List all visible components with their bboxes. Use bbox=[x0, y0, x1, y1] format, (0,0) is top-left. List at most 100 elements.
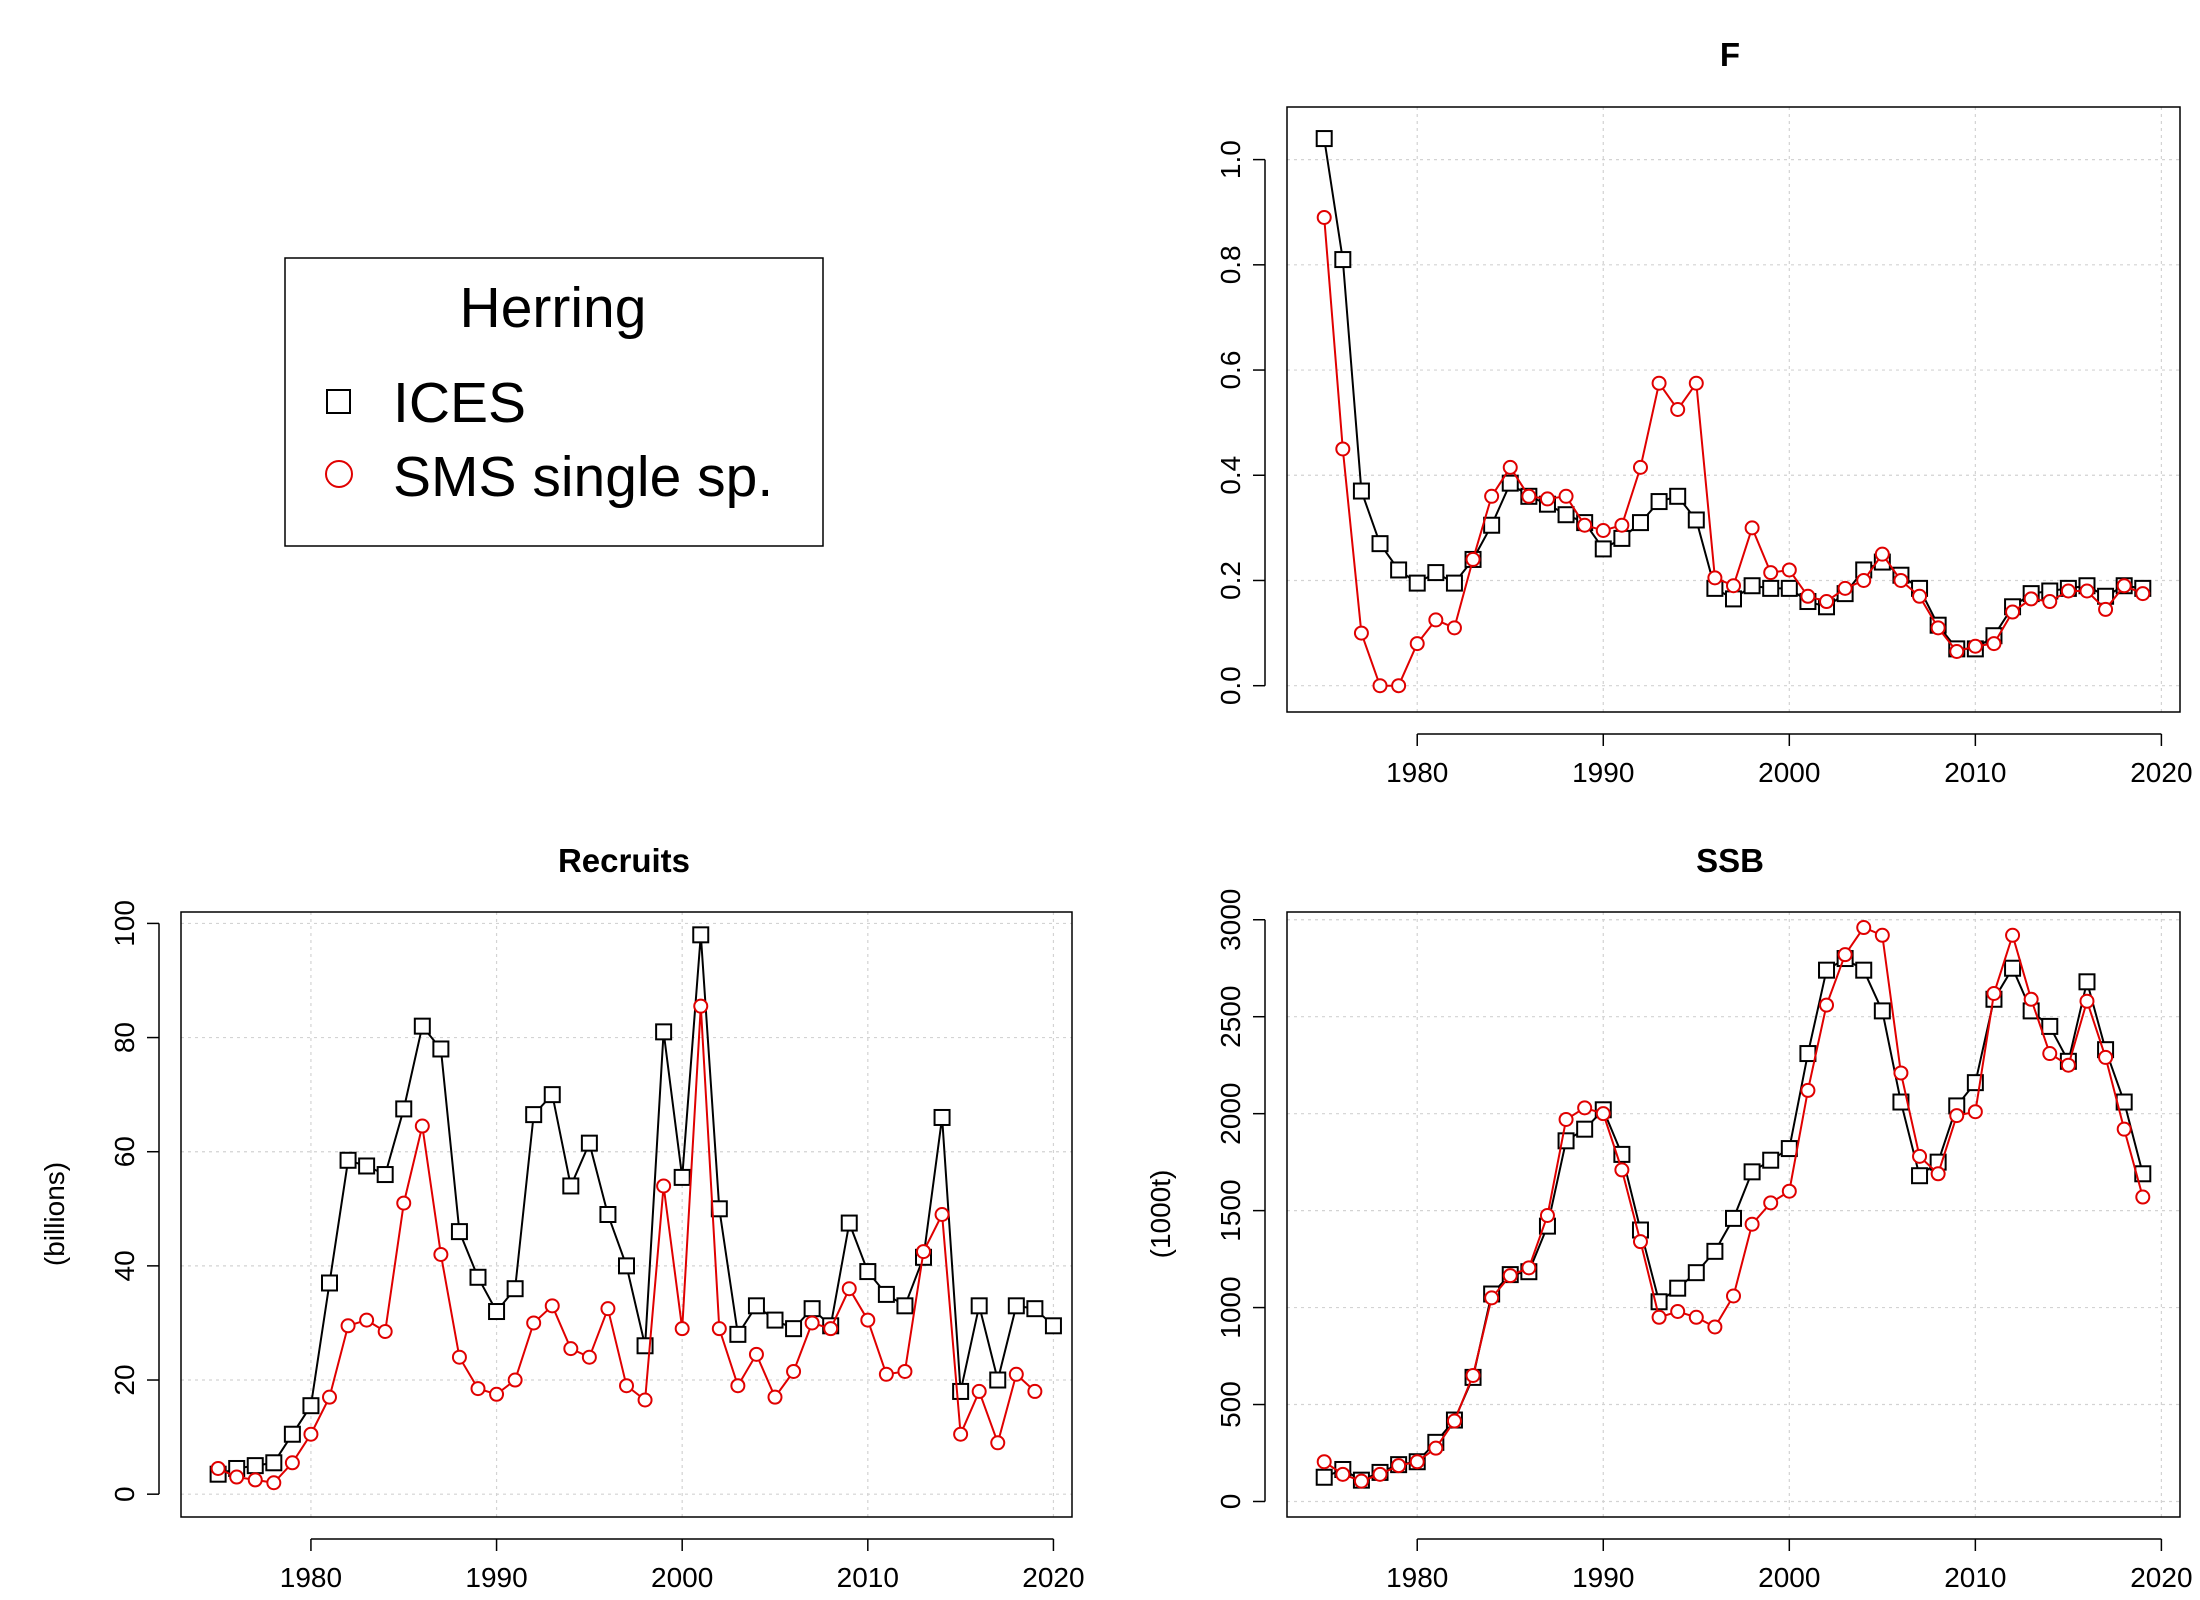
data-point-circle bbox=[1502, 459, 1518, 475]
data-point-circle bbox=[1707, 1319, 1723, 1335]
x-tick-label: 1990 bbox=[1572, 1562, 1634, 1593]
data-point-circle bbox=[284, 1455, 300, 1471]
x-tick-label: 2010 bbox=[837, 1562, 899, 1593]
data-point-circle bbox=[2060, 583, 2076, 599]
data-point-circle bbox=[1372, 1466, 1388, 1482]
data-point-square bbox=[395, 1100, 413, 1118]
data-point-circle bbox=[1428, 612, 1444, 628]
data-point-square bbox=[1007, 1297, 1025, 1315]
x-tick-label: 2000 bbox=[651, 1562, 713, 1593]
data-point-circle bbox=[730, 1378, 746, 1394]
data-point-circle bbox=[1539, 491, 1555, 507]
data-point-square bbox=[1427, 564, 1445, 582]
series-line bbox=[1323, 138, 2143, 650]
data-point-square bbox=[413, 1017, 431, 1035]
data-point-circle bbox=[1726, 578, 1741, 594]
data-point-square bbox=[1780, 579, 1798, 597]
data-point-square bbox=[1315, 130, 1333, 148]
data-point-square bbox=[469, 1268, 487, 1286]
data-point-square bbox=[1873, 1002, 1891, 1020]
data-point-square bbox=[1780, 1140, 1798, 1158]
data-point-circle bbox=[1391, 1458, 1407, 1474]
data-point-circle bbox=[2042, 594, 2058, 610]
data-point-square bbox=[803, 1300, 821, 1318]
data-point-circle bbox=[377, 1324, 393, 1340]
data-point-circle bbox=[1744, 520, 1760, 536]
y-tick-label: 80 bbox=[109, 1022, 140, 1053]
panel-ssb: SSB (1000t) 1980 1990 2000 2010 2020 0 500 1000… bbox=[1145, 842, 2193, 1593]
data-point-circle bbox=[1446, 620, 1462, 636]
y-tick-label: 0.6 bbox=[1215, 351, 1246, 390]
y-tick-label: 1.0 bbox=[1215, 140, 1246, 179]
data-point-circle bbox=[1632, 459, 1648, 475]
plot-frame bbox=[180, 911, 1073, 1518]
data-point-square bbox=[1576, 1120, 1594, 1138]
data-point-circle bbox=[619, 1378, 634, 1394]
panel-f: F 1980 1990 2000 2010 2020 0.0 0.2 0.4 0.6 0.8 1.0 bbox=[1215, 36, 2193, 788]
data-point-circle bbox=[1316, 209, 1332, 225]
data-point-circle bbox=[1372, 678, 1388, 694]
data-point-square bbox=[1855, 961, 1873, 979]
data-point-circle bbox=[1558, 1111, 1574, 1127]
data-point-square bbox=[1445, 574, 1463, 592]
data-point-circle bbox=[1819, 594, 1835, 610]
data-point-circle bbox=[1763, 565, 1779, 581]
legend: Herring ICES SMS single sp. bbox=[284, 257, 824, 547]
data-point-circle bbox=[1632, 1234, 1648, 1250]
data-point-circle bbox=[1316, 1454, 1332, 1470]
data-point-square bbox=[525, 1106, 543, 1124]
y-tick-label: 100 bbox=[109, 900, 140, 947]
data-point-circle bbox=[693, 998, 709, 1014]
data-point-circle bbox=[1409, 636, 1425, 652]
data-point-square bbox=[859, 1263, 877, 1281]
data-point-square bbox=[1026, 1300, 1044, 1318]
data-point-circle bbox=[1986, 985, 2002, 1001]
data-point-circle bbox=[2023, 591, 2039, 607]
data-point-square bbox=[1669, 1279, 1687, 1297]
data-point-square bbox=[1352, 482, 1370, 500]
data-point-square bbox=[1706, 1242, 1724, 1260]
data-point-circle bbox=[1465, 1367, 1481, 1383]
data-point-square bbox=[265, 1454, 283, 1472]
data-point-circle bbox=[1986, 636, 2002, 652]
data-point-square bbox=[747, 1297, 765, 1315]
chart-title: Recruits bbox=[558, 842, 690, 879]
data-point-square bbox=[302, 1397, 320, 1415]
data-point-square bbox=[1408, 574, 1426, 592]
data-point-circle bbox=[1949, 644, 1965, 659]
data-point-square bbox=[673, 1168, 691, 1186]
data-point-circle bbox=[1446, 1413, 1462, 1429]
data-point-square bbox=[655, 1023, 673, 1041]
data-point-circle bbox=[229, 1469, 245, 1485]
data-point-circle bbox=[1688, 1309, 1704, 1325]
data-point-circle bbox=[1353, 1473, 1369, 1489]
data-point-circle bbox=[414, 1118, 430, 1134]
data-point-square bbox=[2041, 1017, 2059, 1035]
data-point-circle bbox=[990, 1435, 1006, 1451]
data-point-square bbox=[1613, 529, 1631, 547]
data-point-circle bbox=[2079, 993, 2095, 1009]
series-line bbox=[1323, 217, 2144, 687]
data-point-circle bbox=[1335, 1466, 1351, 1482]
data-point-circle bbox=[1856, 920, 1872, 936]
data-point-circle bbox=[210, 1460, 226, 1476]
data-point-circle bbox=[266, 1475, 282, 1491]
data-point-square bbox=[710, 1200, 728, 1218]
data-point-circle bbox=[1781, 1183, 1797, 1199]
data-point-circle bbox=[1856, 572, 1872, 588]
data-point-square bbox=[933, 1108, 951, 1126]
data-point-circle bbox=[340, 1318, 356, 1334]
data-point-circle bbox=[1670, 402, 1686, 417]
data-point-square bbox=[358, 1157, 376, 1175]
data-point-circle bbox=[1595, 1106, 1611, 1122]
data-point-circle bbox=[674, 1321, 690, 1337]
data-point-circle bbox=[544, 1298, 560, 1314]
data-point-circle bbox=[247, 1472, 263, 1488]
data-point-circle bbox=[1577, 517, 1593, 533]
data-point-circle bbox=[1521, 488, 1537, 504]
y-tick-label: 20 bbox=[109, 1364, 140, 1395]
y-tick-label: 2000 bbox=[1215, 1083, 1246, 1145]
data-point-circle bbox=[1428, 1440, 1444, 1456]
data-point-square bbox=[1892, 1093, 1910, 1111]
y-tick-label: 0.4 bbox=[1215, 456, 1246, 495]
